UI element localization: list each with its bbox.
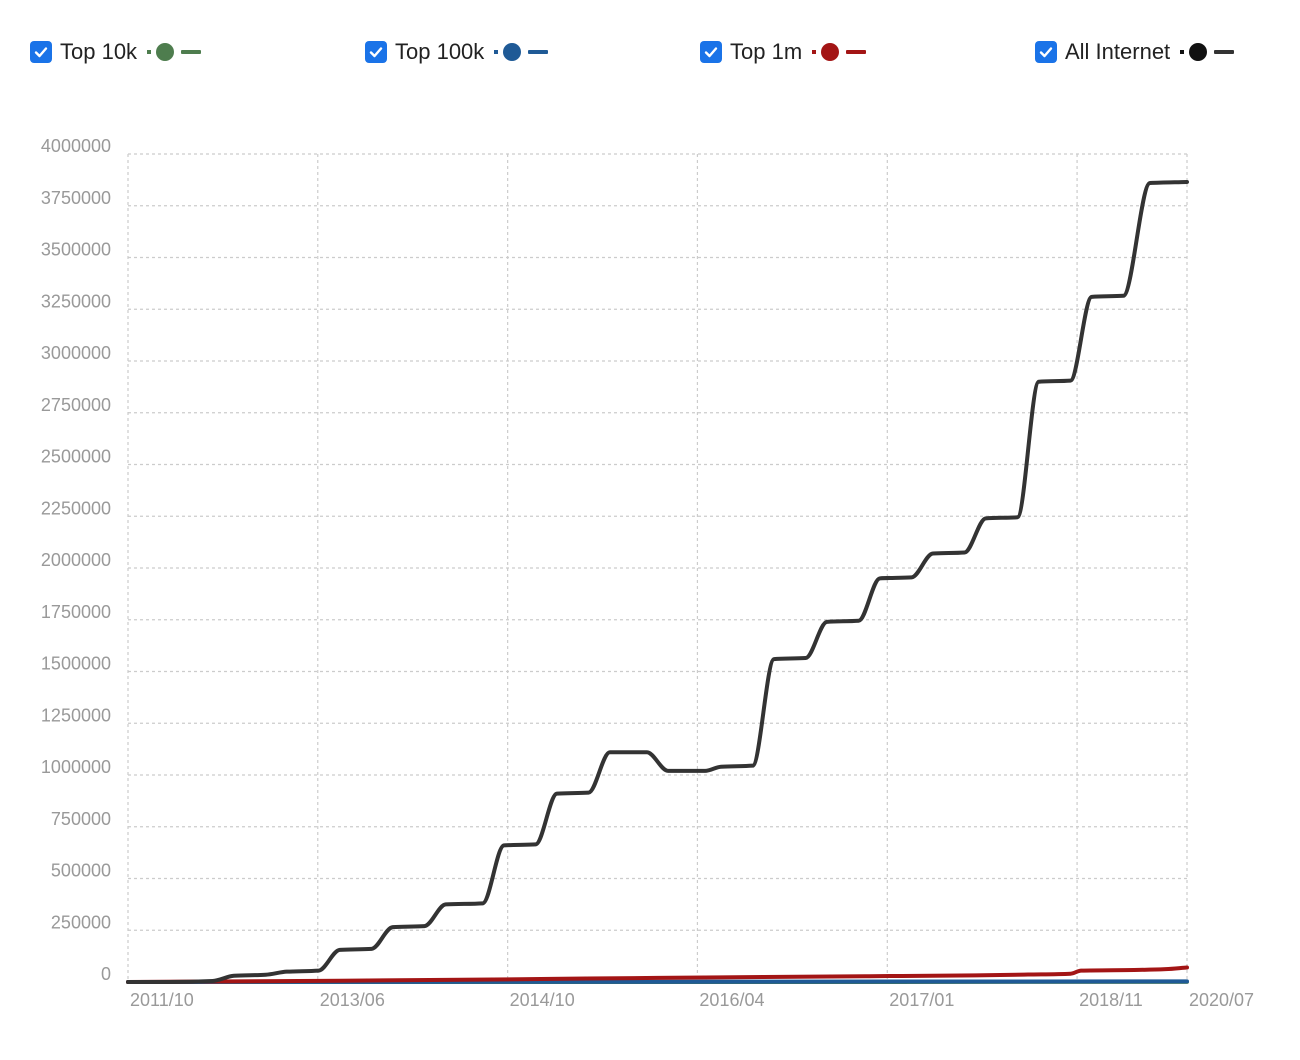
legend-label: Top 1m [730,39,803,64]
y-tick-label: 0 [101,964,111,984]
legend-label: Top 100k [395,39,485,64]
legend-item-top-100k[interactable]: Top 100k [365,32,550,72]
legend-item-top-10k[interactable]: Top 10k [30,32,203,72]
checkbox-top-100k[interactable] [365,41,387,63]
x-axis-ticks: 2011/10 2013/06 2014/10 2016/04 2017/01 2018/… [130,990,1254,1010]
y-tick-label: 1750000 [41,602,111,622]
x-tick-label: 2020/07 [1189,990,1254,1010]
y-tick-label: 750000 [51,809,111,829]
x-tick-label: 2014/10 [510,990,575,1010]
series-swatch-icon [494,42,550,62]
y-tick-label: 1250000 [41,705,111,725]
x-tick-label: 2016/04 [699,990,764,1010]
y-tick-label: 3500000 [41,240,111,260]
y-tick-label: 2250000 [41,498,111,518]
check-icon [369,47,383,58]
y-tick-label: 3000000 [41,343,111,363]
y-tick-label: 2000000 [41,550,111,570]
checkbox-top-10k[interactable] [30,41,52,63]
legend: Top 10k Top 100k Top 1m [0,32,1300,72]
series-lines [126,179,1189,984]
y-tick-label: 2750000 [41,395,111,415]
checkbox-top-1m[interactable] [700,41,722,63]
legend-item-all-internet[interactable]: All Internet [1035,32,1236,72]
series-swatch-icon [1180,42,1236,62]
series-line-top-1m [126,965,1189,984]
legend-label: All Internet [1065,39,1171,64]
x-tick-label: 2011/10 [130,990,194,1010]
x-tick-label: 2018/11 [1079,990,1143,1010]
check-icon [34,47,48,58]
y-tick-label: 2500000 [41,447,111,467]
checkbox-all-internet[interactable] [1035,41,1057,63]
y-axis-ticks: 4000000 3750000 3500000 3250000 3000000 27500… [41,136,111,984]
check-icon [1039,47,1053,58]
y-tick-label: 500000 [51,861,111,881]
x-tick-label: 2017/01 [889,990,954,1010]
y-tick-label: 3250000 [41,291,111,311]
y-tick-label: 1000000 [41,757,111,777]
x-tick-label: 2013/06 [320,990,385,1010]
y-tick-label: 1500000 [41,654,111,674]
series-line-all-internet [126,179,1189,984]
legend-label: Top 10k [60,39,138,64]
y-tick-label: 250000 [51,912,111,932]
y-tick-label: 4000000 [41,136,111,156]
y-tick-label: 3750000 [41,188,111,208]
series-swatch-icon [147,42,203,62]
grid [127,153,1188,983]
series-swatch-icon [812,42,868,62]
check-icon [704,47,718,58]
legend-item-top-1m[interactable]: Top 1m [700,32,868,72]
